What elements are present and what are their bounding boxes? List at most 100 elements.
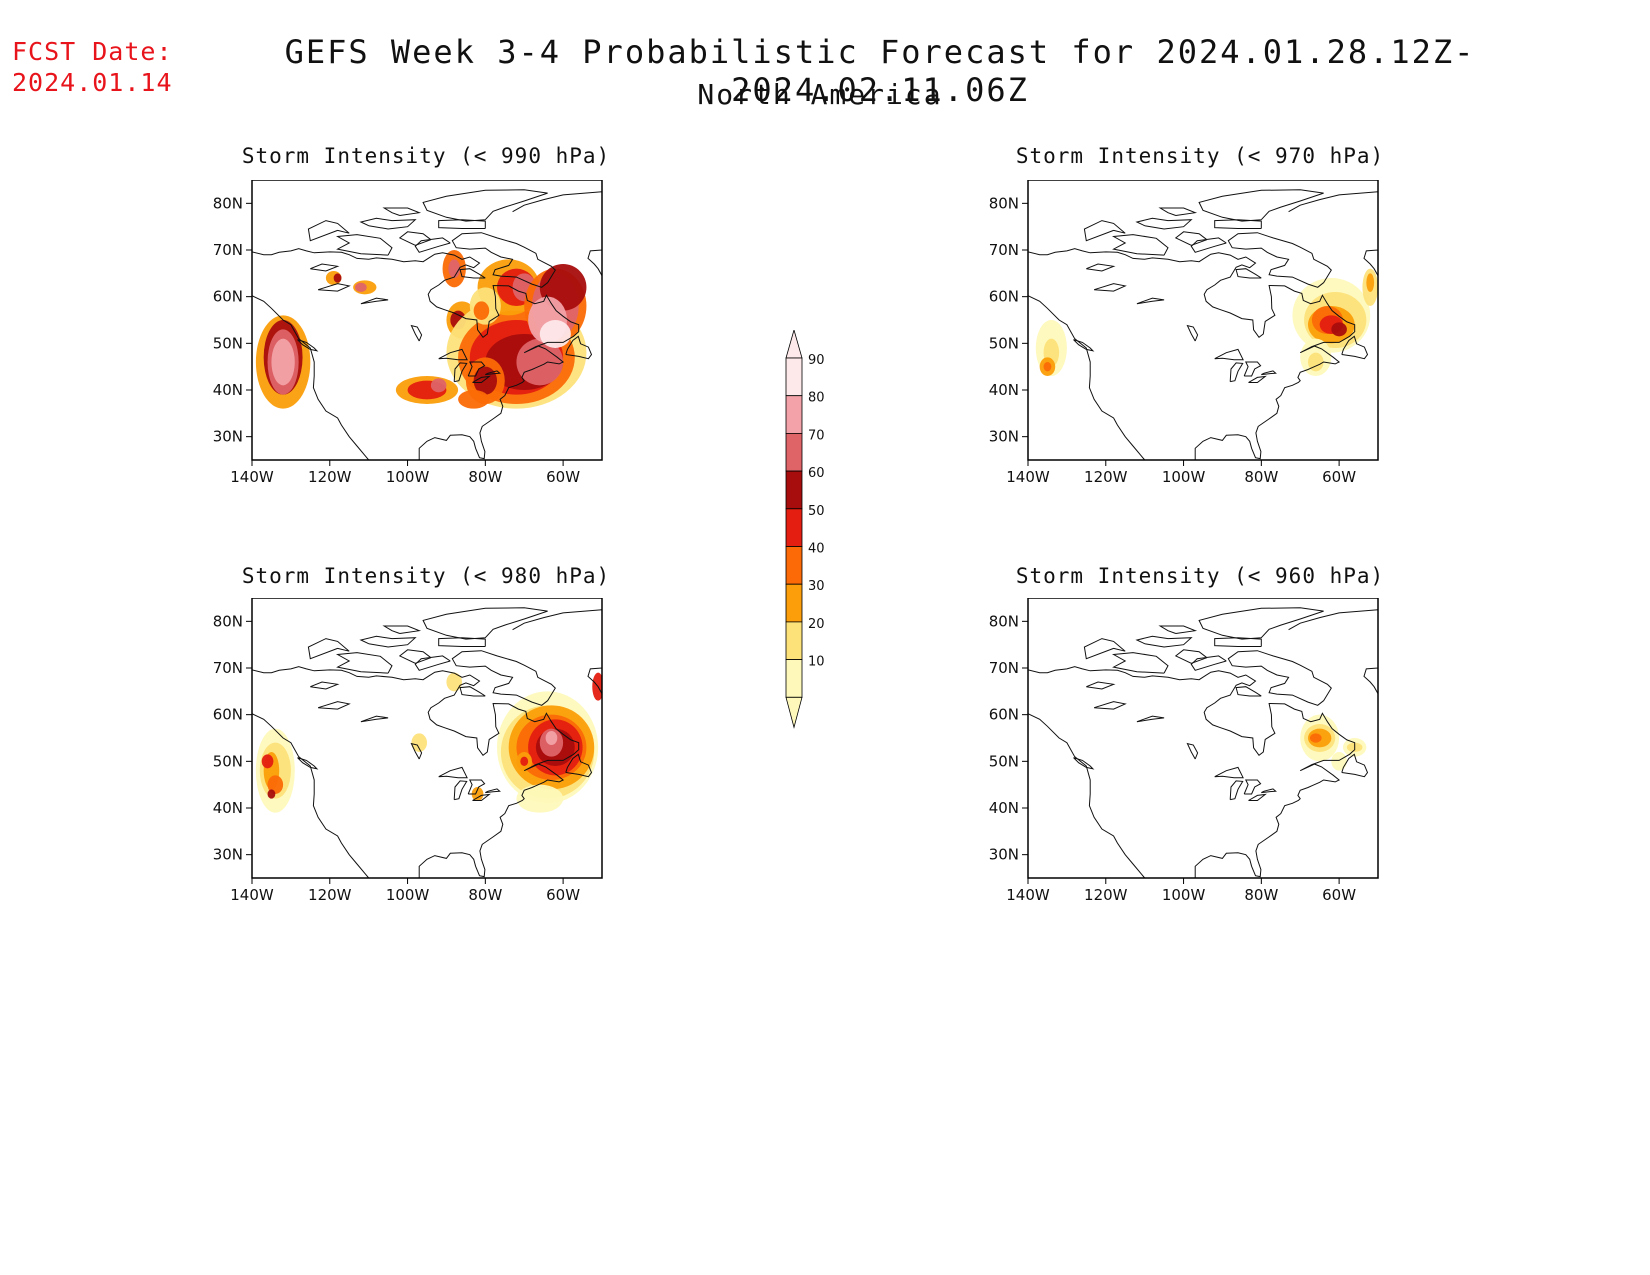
lon-tick-label: 60W [546, 886, 580, 904]
probability-colorbar: 90 80 70 60 50 40 30 20 10 [785, 330, 825, 729]
lat-tick-label: 40N [213, 381, 243, 399]
lat-tick-label: 50N [213, 752, 243, 770]
coastline [1093, 283, 1127, 292]
probability-area-70 [448, 259, 461, 278]
probability-area-80 [545, 731, 558, 745]
region-subtitle: North America [697, 78, 943, 111]
coastline [467, 779, 486, 795]
lat-tick-label: 30N [989, 846, 1019, 864]
coastline [1083, 638, 1126, 660]
coastline [252, 248, 580, 460]
coastline [252, 666, 580, 878]
fcst-date-value: 2024.01.14 [12, 68, 173, 97]
coastline [1073, 339, 1095, 352]
coastline [1086, 263, 1116, 272]
coastline [1028, 666, 1356, 878]
coastline [1261, 370, 1277, 376]
lon-tick-label: 100W [386, 468, 430, 486]
colorbar-segment-20 [785, 621, 803, 660]
coastline [438, 766, 468, 779]
lat-tick-label: 80N [213, 612, 243, 630]
colorbar-segment-30 [785, 583, 803, 623]
lon-tick-label: 80W [468, 468, 502, 486]
lat-tick-label: 60N [989, 706, 1019, 724]
coastline [438, 219, 486, 229]
lat-tick-label: 80N [989, 612, 1019, 630]
lon-tick-label: 100W [386, 886, 430, 904]
colorbar-segment-70 [785, 433, 803, 472]
coastline [1083, 220, 1126, 242]
lat-tick-label: 80N [213, 194, 243, 212]
coastline [1229, 780, 1244, 801]
coastline [398, 649, 432, 664]
probability-area-50 [520, 756, 529, 766]
colorbar-label: 20 [808, 617, 825, 632]
probability-area-40 [1309, 733, 1322, 743]
coastline [1341, 335, 1369, 360]
lon-tick-label: 100W [1162, 468, 1206, 486]
probability-area-60 [267, 789, 276, 799]
fcst-date-label: FCST Date: [12, 37, 173, 66]
panel-title-960: Storm Intensity (< 960 hPa) [1015, 564, 1385, 588]
coastline [1028, 713, 1146, 878]
map-frame [1027, 598, 1379, 879]
coastline [422, 607, 548, 640]
coastline [335, 652, 393, 674]
coastline [410, 324, 423, 342]
lon-tick-label: 100W [1162, 886, 1206, 904]
probability-area-50 [261, 754, 274, 769]
coastline [359, 635, 417, 648]
lat-tick-label: 70N [989, 241, 1019, 259]
coastline [1136, 297, 1165, 305]
lat-tick-label: 30N [989, 428, 1019, 446]
probability-area-60 [333, 273, 342, 283]
panel-title-990: Storm Intensity (< 990 hPa) [241, 144, 611, 168]
coastline [382, 207, 422, 216]
map-panel-970: 80N 70N 60N 50N 40N 30N 140W 120W 100W 80W 60W [989, 180, 1379, 486]
coastline [414, 237, 451, 253]
coastline [565, 753, 593, 778]
lon-tick-label: 140W [1006, 468, 1050, 486]
coastline [310, 263, 340, 272]
colorbar-label: 40 [808, 542, 825, 557]
coastline [1235, 686, 1262, 697]
coastline [1158, 207, 1198, 216]
coastline [297, 757, 319, 770]
coastline [1214, 766, 1244, 779]
lat-tick-label: 40N [989, 799, 1019, 817]
probability-area-70 [430, 378, 447, 393]
coastline [1186, 324, 1199, 342]
coastline [1158, 625, 1198, 634]
coastline [1136, 715, 1165, 723]
probability-area-80 [271, 338, 295, 386]
coastline [414, 655, 451, 671]
coastline [1248, 375, 1267, 383]
coastline [1261, 788, 1277, 794]
probability-area-20 [1308, 352, 1324, 372]
coastline [398, 231, 432, 246]
lon-tick-label: 60W [1322, 468, 1356, 486]
coastline [1288, 609, 1378, 695]
probability-area-70 [355, 282, 367, 292]
coastline [297, 339, 319, 352]
coastline [1227, 232, 1332, 288]
coastline [451, 232, 556, 288]
coastline [382, 625, 422, 634]
lon-tick-label: 80W [1244, 886, 1278, 904]
coastline [1111, 652, 1169, 674]
coastline [1135, 217, 1193, 230]
coastline [1229, 362, 1244, 383]
probability-area-50 [592, 672, 602, 701]
colorbar-label: 30 [808, 579, 825, 594]
coastline [1235, 268, 1262, 279]
lat-tick-label: 30N [213, 846, 243, 864]
colorbar-segment-10 [785, 659, 803, 698]
colorbar-label: 10 [808, 655, 825, 670]
coastline [1190, 237, 1227, 253]
probability-area-30 [1366, 273, 1375, 292]
map-panel-980: 80N 70N 60N 50N 40N 30N 140W 120W 100W 80W 60W [213, 598, 603, 904]
map-frame [251, 598, 603, 879]
coastline [335, 234, 393, 256]
colorbar-segment-60 [785, 470, 803, 510]
coastline [1198, 189, 1324, 222]
